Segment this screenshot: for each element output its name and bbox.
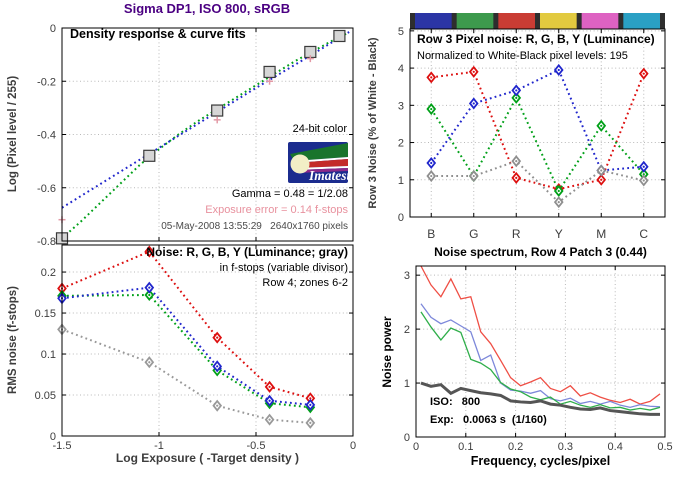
imatest-logo-graphic: Imatest [288,142,352,183]
svg-text:0.05: 0.05 [35,390,56,402]
left-figure-title: Sigma DP1, ISO 800, sRGB [123,1,291,16]
svg-text:2: 2 [398,138,404,150]
svg-text:1: 1 [398,175,404,187]
logo-moon-icon [290,154,310,174]
spectrum-x-axis-label: Frequency, cycles/pixel [470,454,611,468]
imatest-logo-text: Imatest [308,168,348,183]
svg-text:0.3: 0.3 [558,441,573,453]
rms-noise-y-axis-label: RMS noise (f-stops) [7,286,19,394]
svg-text:0.4: 0.4 [608,441,623,453]
svg-text:0: 0 [350,440,356,452]
svg-text:0.5: 0.5 [657,441,672,453]
svg-text:0.1: 0.1 [458,441,473,453]
svg-text:3: 3 [398,100,404,112]
gamma-value-text: Gamma = 0.48 = 1/2.08 [231,188,348,200]
pixel-noise-title-line2: Normalized to White-Black pixel levels: … [417,50,628,62]
rms-noise-title-line2: in f-stops (variable divisor) [219,262,348,274]
spectrum-chart-title: Noise spectrum, Row 4 Patch 3 (0.44) [434,245,647,259]
rms-noise-title-line1: Noise: R, G, B, Y (Luminance; gray) [146,245,348,259]
svg-text:0: 0 [404,432,410,444]
svg-text:2: 2 [404,324,410,336]
svg-text:G: G [469,227,478,241]
svg-text:-0.6: -0.6 [37,183,56,195]
imatest-logo: Imatest [288,142,352,183]
density-chart-title: Density response & curve fits [70,27,246,41]
svg-text:3: 3 [404,270,410,282]
bit-color-label: 24-bit color [292,123,347,135]
svg-text:Y: Y [555,227,563,241]
svg-text:-1.5: -1.5 [53,440,72,452]
svg-text:-0.4: -0.4 [37,130,56,142]
svg-text:-1: -1 [154,440,164,452]
svg-text:5: 5 [398,26,404,38]
svg-text:0.2: 0.2 [41,267,56,279]
svg-text:0: 0 [50,431,56,443]
rms-noise-title-line3: Row 4; zones 6-2 [262,277,348,289]
log-exposure-x-axis-label: Log Exposure ( -Target density ) [115,451,300,465]
svg-text:-0.5: -0.5 [247,440,266,452]
svg-text:C: C [639,227,648,241]
spectrum-y-axis-label: Noise power [380,316,394,388]
date-resolution-text: 05-May-2008 13:55:29 2640x1760 pixels [161,221,348,232]
svg-text:-0.8: -0.8 [37,236,56,248]
svg-text:R: R [512,227,521,241]
svg-text:M: M [596,227,606,241]
svg-text:B: B [427,227,435,241]
svg-text:0.15: 0.15 [35,308,56,320]
svg-text:0: 0 [50,23,56,35]
svg-text:1: 1 [404,378,410,390]
density-y-axis-label: Log (Pixel level / 255) [7,75,19,193]
iso-value-text: ISO: 800 [430,396,481,408]
svg-text:0: 0 [413,441,419,453]
pixel-noise-title-line1: Row 3 Pixel noise: R, G, B, Y (Luminance… [417,32,655,46]
pixel-noise-y-axis-label: Row 3 Noise (% of White - Black) [367,37,379,209]
exposure-error-text: Exposure error = 0.14 f-stops [205,204,348,216]
svg-text:0.2: 0.2 [508,441,523,453]
svg-text:0: 0 [398,212,404,224]
svg-text:-0.2: -0.2 [37,76,56,88]
svg-text:0.1: 0.1 [41,349,56,361]
exposure-value-text: Exp: 0.0063 s (1/160) [430,414,547,426]
svg-text:4: 4 [398,63,404,75]
